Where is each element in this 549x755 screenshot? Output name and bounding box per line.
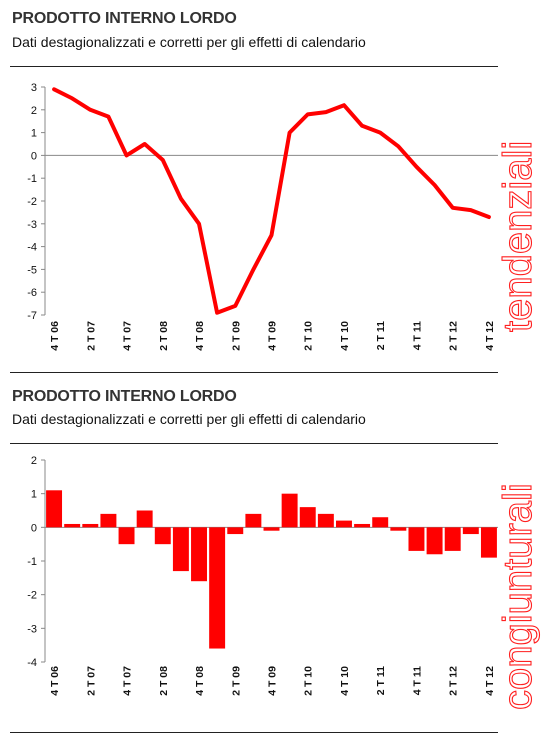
- chart1-y-tick-label: -5: [27, 264, 37, 276]
- chart2-y-tick-label: -3: [27, 623, 37, 635]
- chart2-x-tick-label: 2 T 09: [230, 666, 242, 696]
- chart2-bar: [390, 527, 407, 531]
- chart2-top-rule: [10, 443, 498, 444]
- chart2-bar: [372, 517, 389, 528]
- chart2-bar: [191, 527, 207, 582]
- chart2-bar: [154, 527, 171, 545]
- chart2-bar: [136, 510, 153, 528]
- chart1-y-tick-label: -7: [27, 310, 37, 322]
- chart2-bar: [444, 527, 461, 551]
- side-label-congiunturali: congiunturali: [496, 483, 540, 710]
- chart2-bar: [336, 520, 352, 528]
- chart1-title: PRODOTTO INTERNO LORDO: [12, 10, 237, 27]
- chart2-bar: [426, 527, 443, 555]
- chart2-bar: [354, 523, 371, 528]
- chart2-x-tick-label: 4 T 10: [339, 666, 351, 696]
- chart2-bar: [82, 523, 99, 528]
- chart2-bar: [227, 527, 244, 535]
- chart2-x-tick-label: 4 T 12: [484, 666, 496, 696]
- chart2-bar: [408, 527, 425, 551]
- chart2-bar: [480, 527, 497, 558]
- chart1-y-tick-label: 2: [31, 105, 37, 117]
- chart2-x-tick-label: 2 T 10: [303, 666, 315, 696]
- chart2-bar: [462, 527, 479, 535]
- chart2-bar: [317, 513, 334, 528]
- chart2-bar: [172, 527, 189, 572]
- chart1-y-tick-label: -1: [27, 173, 37, 185]
- chart1-series-line: [52, 87, 491, 315]
- chart2-title: PRODOTTO INTERNO LORDO: [12, 388, 237, 405]
- chart1-y-tick-label: -2: [27, 196, 37, 208]
- chart1-x-tick-label: 2 T 12: [448, 321, 460, 351]
- chart1-y-tick-label: 0: [31, 150, 37, 162]
- chart1-x-tick-label: 4 T 12: [484, 321, 496, 351]
- chart2-x-tick-label: 4 T 08: [194, 666, 206, 696]
- chart1-x-tick-label: 4 T 07: [122, 321, 134, 351]
- chart1-x-tick-label: 2 T 10: [303, 321, 315, 351]
- chart2-x-tick-label: 4 T 11: [412, 666, 424, 695]
- chart2-x-tick-label: 2 T 08: [158, 666, 170, 696]
- chart2-subtitle: Dati destagionalizzati e corretti per gl…: [12, 411, 366, 427]
- chart2-y-tick-label: -2: [27, 590, 37, 602]
- chart2-x-tick-label: 2 T 11: [375, 666, 387, 695]
- chart2-y-tick-label: -1: [27, 556, 37, 568]
- chart2-x-tick-label: 4 T 09: [267, 666, 279, 696]
- chart2-bar: [299, 507, 316, 528]
- chart1-y-tick-label: 3: [31, 82, 37, 94]
- chart2-bar: [245, 513, 262, 528]
- chart2-x-tick-label: 2 T 12: [448, 666, 460, 696]
- chart1-y-tick-label: 1: [31, 128, 37, 140]
- chart2-bar: [64, 523, 81, 528]
- chart1-bottom-rule: [10, 372, 498, 373]
- chart2-y-tick-label: 0: [31, 522, 37, 534]
- chart2-bar: [46, 490, 63, 528]
- bar-chart-congiunturali: 2 1 0 -1 -2 -3 -4 4 T 06 2 T 07 4 T 07 2 T 08 4 T 0…: [27, 455, 498, 696]
- chart2-y-tick-label: -4: [27, 657, 37, 669]
- line-chart-tendenziali: 3 2 1 0 -1 -2 -3 -4 -5 -6 -7 4 T 06 2 T 07 4 T 07 2 T …: [27, 82, 498, 351]
- chart1-subtitle: Dati destagionalizzati e corretti per gl…: [12, 34, 366, 50]
- chart2-bar: [281, 493, 298, 528]
- chart1-x-tick-label: 2 T 09: [230, 321, 242, 351]
- chart1-x-tick-label: 4 T 10: [339, 321, 351, 351]
- chart1-x-tick-label: 2 T 08: [158, 321, 170, 351]
- chart1-x-tick-label: 4 T 11: [412, 321, 424, 350]
- chart1-x-tick-label: 4 T 08: [194, 321, 206, 351]
- chart1-top-rule: [10, 66, 498, 67]
- chart1-y-tick-label: -3: [27, 219, 37, 231]
- chart1-y-tick-label: -4: [27, 242, 37, 254]
- chart2-y-tick-label: 1: [31, 489, 37, 501]
- chart1-x-tick-label: 4 T 06: [49, 321, 61, 351]
- chart1-x-tick-label: 2 T 11: [375, 321, 387, 350]
- chart2-x-tick-label: 4 T 06: [49, 666, 61, 696]
- chart2-bar: [209, 527, 226, 649]
- chart1-x-tick-label: 2 T 07: [85, 321, 97, 351]
- chart2-bar: [263, 527, 280, 531]
- chart2-bar: [118, 527, 135, 545]
- chart2-bar: [100, 513, 117, 528]
- chart2-bottom-rule: [10, 732, 498, 733]
- chart2-y-tick-label: 2: [31, 455, 37, 467]
- chart2-x-tick-label: 4 T 07: [122, 666, 134, 696]
- chart1-x-tick-label: 4 T 09: [267, 321, 279, 351]
- side-label-tendenziali: tendenziali: [496, 141, 540, 332]
- chart2-x-tick-label: 2 T 07: [85, 666, 97, 696]
- chart1-y-tick-label: -6: [27, 287, 37, 299]
